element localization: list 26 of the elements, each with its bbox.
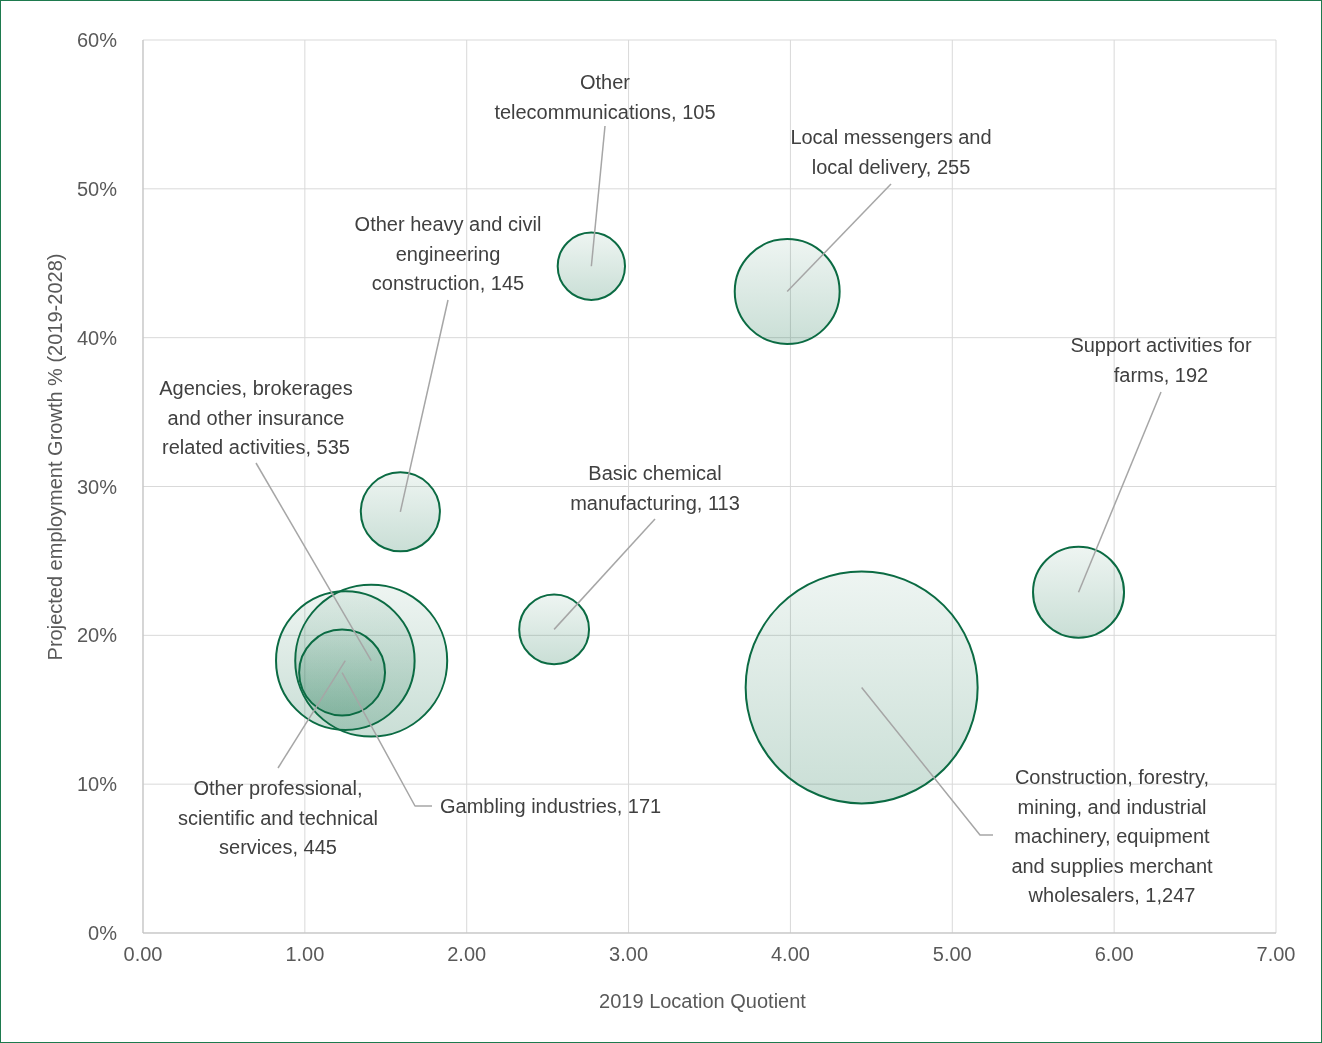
x-tick-label: 0.00 — [123, 943, 163, 966]
y-tick-label: 10% — [76, 773, 118, 796]
x-tick-label: 5.00 — [932, 943, 972, 966]
data-label: Support activities for farms, 192 — [1070, 334, 1252, 386]
data-label: Gambling industries, 171 — [440, 795, 662, 817]
x-tick-label: 2.00 — [447, 943, 487, 966]
data-label: Agencies, brokerages and other insurance related activities, 535 — [159, 377, 353, 458]
x-tick-label: 4.00 — [770, 943, 810, 966]
y-axis-title: Projected employment Growth % (2019-2028) — [44, 253, 66, 661]
x-tick-label: 1.00 — [285, 943, 325, 966]
x-tick-label: 3.00 — [609, 943, 649, 966]
data-label: Other heavy and civil engineering construction, 145 — [354, 213, 542, 294]
data-label: Local messengers and local delivery, 255 — [790, 126, 992, 178]
y-tick-label: 20% — [76, 624, 118, 647]
y-tick-label: 40% — [76, 326, 118, 349]
data-label: Construction, forestry, mining, and industrial machinery, equipment and supplies merchant wholesalers, 1,247 — [1011, 766, 1214, 906]
data-label: Other professional, scientific and technical services, 445 — [177, 777, 379, 858]
y-tick-label: 60% — [76, 29, 118, 52]
y-tick-label: 30% — [76, 475, 118, 498]
y-tick-label: 50% — [76, 177, 118, 200]
data-label: Basic chemical manufacturing, 113 — [570, 462, 740, 514]
data-label: Other telecommunications, 105 — [494, 71, 716, 123]
x-tick-label: 6.00 — [1094, 943, 1134, 966]
x-tick-label: 7.00 — [1256, 943, 1296, 966]
x-axis-title: 2019 Location Quotient — [599, 990, 807, 1012]
y-tick-label: 0% — [88, 922, 118, 945]
